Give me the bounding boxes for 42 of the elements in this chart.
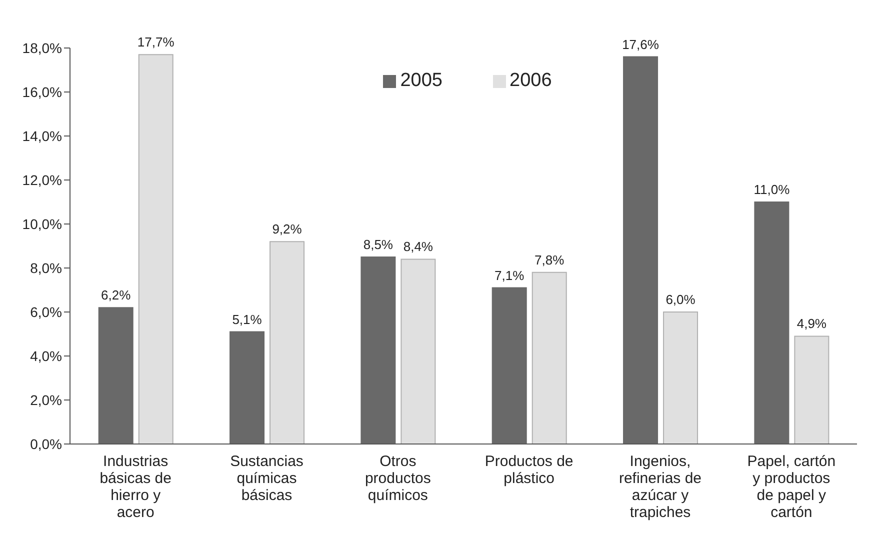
legend-label: 2005 bbox=[400, 70, 442, 91]
bar bbox=[532, 272, 567, 444]
data-label: 8,5% bbox=[363, 237, 394, 252]
y-tick-label: 12,0% bbox=[22, 172, 62, 188]
y-tick-label: 18,0% bbox=[22, 40, 62, 56]
y-tick-label: 16,0% bbox=[22, 84, 62, 100]
x-tick-label: Sustancias químicas básicas bbox=[230, 453, 304, 504]
y-tick-label: 6,0% bbox=[30, 304, 62, 320]
bar bbox=[400, 258, 436, 444]
data-label: 11,0% bbox=[754, 182, 790, 197]
data-label: 5,1% bbox=[232, 312, 262, 327]
data-label: 7,1% bbox=[494, 268, 525, 283]
y-tick-label: 10,0% bbox=[22, 216, 62, 232]
x-tick-label: Ingenios, refinerias de azúcar y trapiches bbox=[618, 453, 702, 521]
bar bbox=[794, 336, 830, 444]
x-tick-label: Industrias básicas de hierro y acero bbox=[100, 453, 172, 521]
y-tick-label: 14,0% bbox=[22, 128, 62, 144]
data-label: 17,7% bbox=[137, 34, 175, 50]
y-tick-label: 0,0% bbox=[30, 436, 62, 452]
data-label: 7,8% bbox=[534, 252, 565, 268]
x-tick-label: Productos de plástico bbox=[484, 453, 574, 487]
bar bbox=[230, 331, 265, 444]
bar bbox=[270, 241, 305, 444]
data-label: 8,4% bbox=[403, 239, 434, 254]
y-tick-label: 2,0% bbox=[30, 392, 62, 408]
bar bbox=[492, 287, 527, 444]
data-label: 4,9% bbox=[796, 316, 827, 332]
bar bbox=[98, 307, 134, 444]
bar bbox=[360, 256, 396, 444]
x-tick-label: Otros productos químicos bbox=[364, 453, 431, 504]
y-tick-label: 4,0% bbox=[30, 348, 62, 364]
legend-label: 2006 bbox=[510, 70, 552, 91]
bar bbox=[663, 312, 698, 444]
data-label: 6,2% bbox=[101, 288, 132, 303]
bar bbox=[623, 56, 658, 444]
y-tick-label: 8,0% bbox=[30, 260, 62, 276]
data-label: 17,6% bbox=[622, 36, 660, 52]
x-tick-label: Papel, cartón y productos de papel y cartón bbox=[747, 453, 836, 521]
bar bbox=[754, 202, 790, 444]
data-label: 9,2% bbox=[272, 222, 302, 237]
bar bbox=[138, 54, 174, 444]
data-label: 6,0% bbox=[666, 292, 696, 307]
